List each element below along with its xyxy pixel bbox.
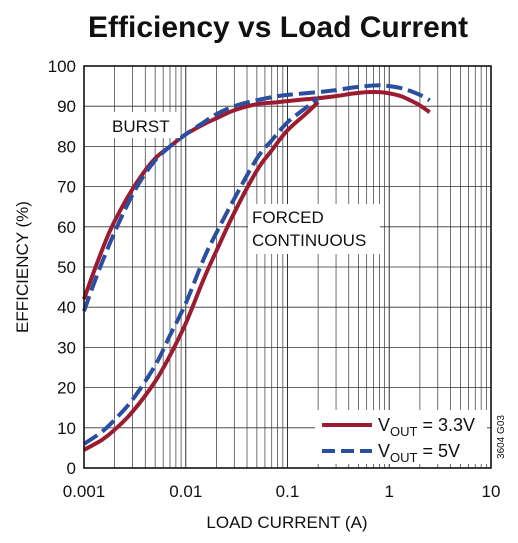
legend: VOUT = 3.3V VOUT = 5V bbox=[315, 410, 487, 465]
series-0-curve-0 bbox=[82, 89, 431, 300]
legend-label-vout-3-3v: VOUT = 3.3V bbox=[378, 415, 475, 439]
x-tick-label: 10 bbox=[482, 482, 501, 501]
series-0-curve-1 bbox=[83, 100, 320, 452]
y-tick-label: 50 bbox=[57, 258, 76, 277]
x-tick-label: 0.001 bbox=[63, 482, 106, 501]
y-tick-label: 30 bbox=[57, 338, 76, 357]
y-tick-label: 40 bbox=[57, 298, 76, 317]
y-tick-label: 100 bbox=[48, 57, 76, 76]
y-tick-label: 80 bbox=[57, 137, 76, 156]
x-tick-labels: 0.001 0.01 0.1 1 10 bbox=[63, 482, 501, 501]
annotation-continuous: CONTINUOUS bbox=[252, 231, 366, 250]
legend-label-vout-5v: VOUT = 5V bbox=[378, 441, 460, 465]
plot-frame bbox=[83, 65, 492, 469]
series-1-curve-1 bbox=[82, 96, 320, 446]
x-tick-label: 1 bbox=[385, 482, 394, 501]
data-curves bbox=[82, 83, 431, 452]
y-tick-label: 20 bbox=[57, 379, 76, 398]
chart-title: Efficiency vs Load Current bbox=[88, 11, 468, 44]
annotation-forced: FORCED bbox=[252, 208, 324, 227]
burst-label-background bbox=[108, 112, 180, 138]
y-tick-label: 70 bbox=[57, 178, 76, 197]
y-axis-label: EFFICIENCY (%) bbox=[13, 201, 32, 333]
x-axis-label: LOAD CURRENT (A) bbox=[206, 513, 367, 532]
x-tick-label: 0.01 bbox=[169, 482, 202, 501]
annotation-burst: BURST bbox=[112, 117, 170, 136]
legend-background bbox=[315, 410, 487, 464]
x-tick-label: 0.1 bbox=[276, 482, 300, 501]
y-tick-label: 60 bbox=[57, 218, 76, 237]
y-tick-label: 0 bbox=[67, 459, 76, 478]
series-1-curve-0 bbox=[82, 83, 431, 312]
forced-label-background bbox=[248, 204, 380, 254]
y-tick-labels: 0 10 20 30 40 50 60 70 80 90 100 bbox=[48, 57, 76, 478]
y-tick-label: 90 bbox=[57, 97, 76, 116]
y-tick-label: 10 bbox=[57, 419, 76, 438]
figure-code: 3604 G03 bbox=[496, 415, 507, 459]
